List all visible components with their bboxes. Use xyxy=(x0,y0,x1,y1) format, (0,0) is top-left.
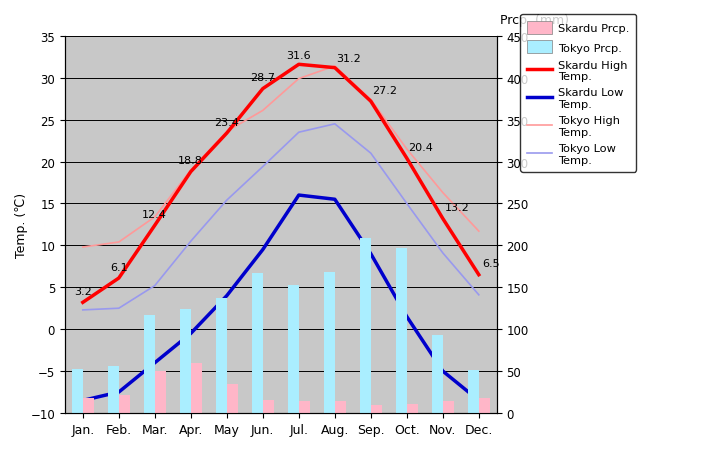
Text: 6.5: 6.5 xyxy=(482,259,500,269)
Text: 13.2: 13.2 xyxy=(444,203,469,213)
Bar xyxy=(288,285,299,413)
Bar xyxy=(252,274,263,413)
Text: 12.4: 12.4 xyxy=(142,209,167,219)
Bar xyxy=(108,366,119,413)
Text: 23.4: 23.4 xyxy=(215,118,239,128)
Bar xyxy=(72,369,83,413)
Bar xyxy=(432,336,443,413)
Text: 31.6: 31.6 xyxy=(287,50,311,61)
Text: 28.7: 28.7 xyxy=(251,73,275,83)
Text: 27.2: 27.2 xyxy=(373,86,397,95)
Bar xyxy=(371,405,382,413)
Text: 18.8: 18.8 xyxy=(179,156,203,166)
Bar xyxy=(324,273,335,413)
Bar xyxy=(216,298,227,413)
Bar xyxy=(443,401,454,413)
Bar xyxy=(407,404,418,413)
Bar xyxy=(335,401,346,413)
Bar xyxy=(191,363,202,413)
Bar xyxy=(263,401,274,413)
Bar xyxy=(468,370,479,413)
Y-axis label: Temp. (℃): Temp. (℃) xyxy=(14,192,27,257)
Text: 6.1: 6.1 xyxy=(109,262,127,272)
Text: 20.4: 20.4 xyxy=(409,142,433,152)
Bar xyxy=(360,238,371,413)
Bar xyxy=(119,395,130,413)
Bar xyxy=(155,371,166,413)
Bar xyxy=(227,384,238,413)
Bar xyxy=(299,401,310,413)
Text: Prcp. (mm): Prcp. (mm) xyxy=(500,14,570,27)
Legend: Skardu Prcp., Tokyo Prcp., Skardu High
Temp., Skardu Low
Temp., Tokyo High
Temp.: Skardu Prcp., Tokyo Prcp., Skardu High T… xyxy=(521,15,636,172)
Bar xyxy=(479,398,490,413)
Bar xyxy=(396,248,407,413)
Bar xyxy=(144,315,155,413)
Bar xyxy=(83,398,94,413)
Text: 3.2: 3.2 xyxy=(73,286,91,297)
Text: 31.2: 31.2 xyxy=(336,54,361,64)
Bar xyxy=(180,309,191,413)
